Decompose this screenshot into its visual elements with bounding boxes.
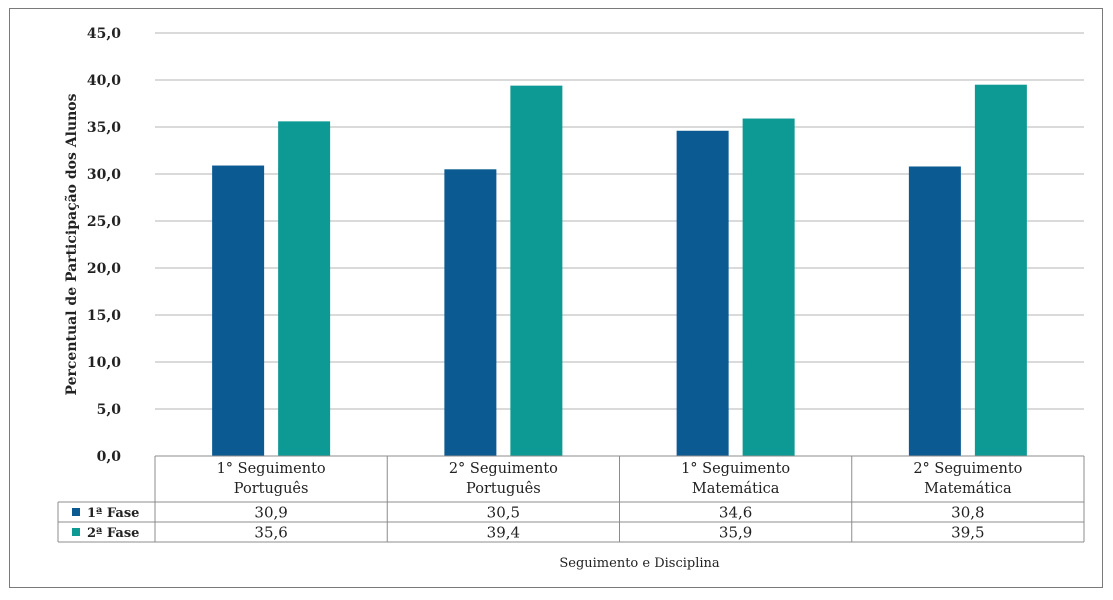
category-label: Português xyxy=(234,481,309,497)
category-label: 1° Seguimento xyxy=(681,461,790,477)
category-label: 1° Seguimento xyxy=(217,461,326,477)
y-tick-label: 35,0 xyxy=(87,120,121,136)
category-label: Português xyxy=(466,481,541,497)
category-label: 2° Seguimento xyxy=(913,461,1022,477)
y-tick-label: 25,0 xyxy=(87,214,121,230)
y-tick-label: 45,0 xyxy=(87,26,121,42)
y-tick-label: 5,0 xyxy=(97,402,122,418)
x-axis-label: Seguimento e Disciplina xyxy=(559,556,720,571)
y-axis-label: Percentual de Participação dos Alunos xyxy=(63,93,80,395)
legend-swatch xyxy=(72,508,80,516)
y-tick-label: 40,0 xyxy=(87,73,121,89)
bar xyxy=(974,84,1027,456)
bar xyxy=(742,118,795,456)
category-label: Matemática xyxy=(924,481,1012,497)
data-label: 30,9 xyxy=(254,504,287,522)
bar xyxy=(510,85,563,456)
legend-label: 1ª Fase xyxy=(87,506,139,521)
category-label: Matemática xyxy=(692,481,780,497)
bar xyxy=(278,121,331,457)
bar xyxy=(212,165,265,457)
y-tick-label: 0,0 xyxy=(97,449,122,465)
y-tick-label: 20,0 xyxy=(87,261,121,277)
bar xyxy=(908,166,961,457)
y-tick-label: 30,0 xyxy=(87,167,121,183)
data-label: 39,5 xyxy=(951,524,984,542)
y-tick-label: 10,0 xyxy=(87,355,121,371)
legend-swatch xyxy=(72,528,80,536)
data-label: 34,6 xyxy=(719,504,752,522)
data-label: 30,5 xyxy=(487,504,520,522)
data-label: 39,4 xyxy=(487,524,520,542)
bar xyxy=(676,130,729,456)
category-label: 2° Seguimento xyxy=(449,461,558,477)
legend-label: 2ª Fase xyxy=(87,526,139,541)
data-label: 35,6 xyxy=(254,524,287,542)
data-label: 35,9 xyxy=(719,524,752,542)
y-tick-label: 15,0 xyxy=(87,308,121,324)
chart-frame xyxy=(9,8,1103,588)
data-label: 30,8 xyxy=(951,504,984,522)
bar xyxy=(444,169,497,457)
